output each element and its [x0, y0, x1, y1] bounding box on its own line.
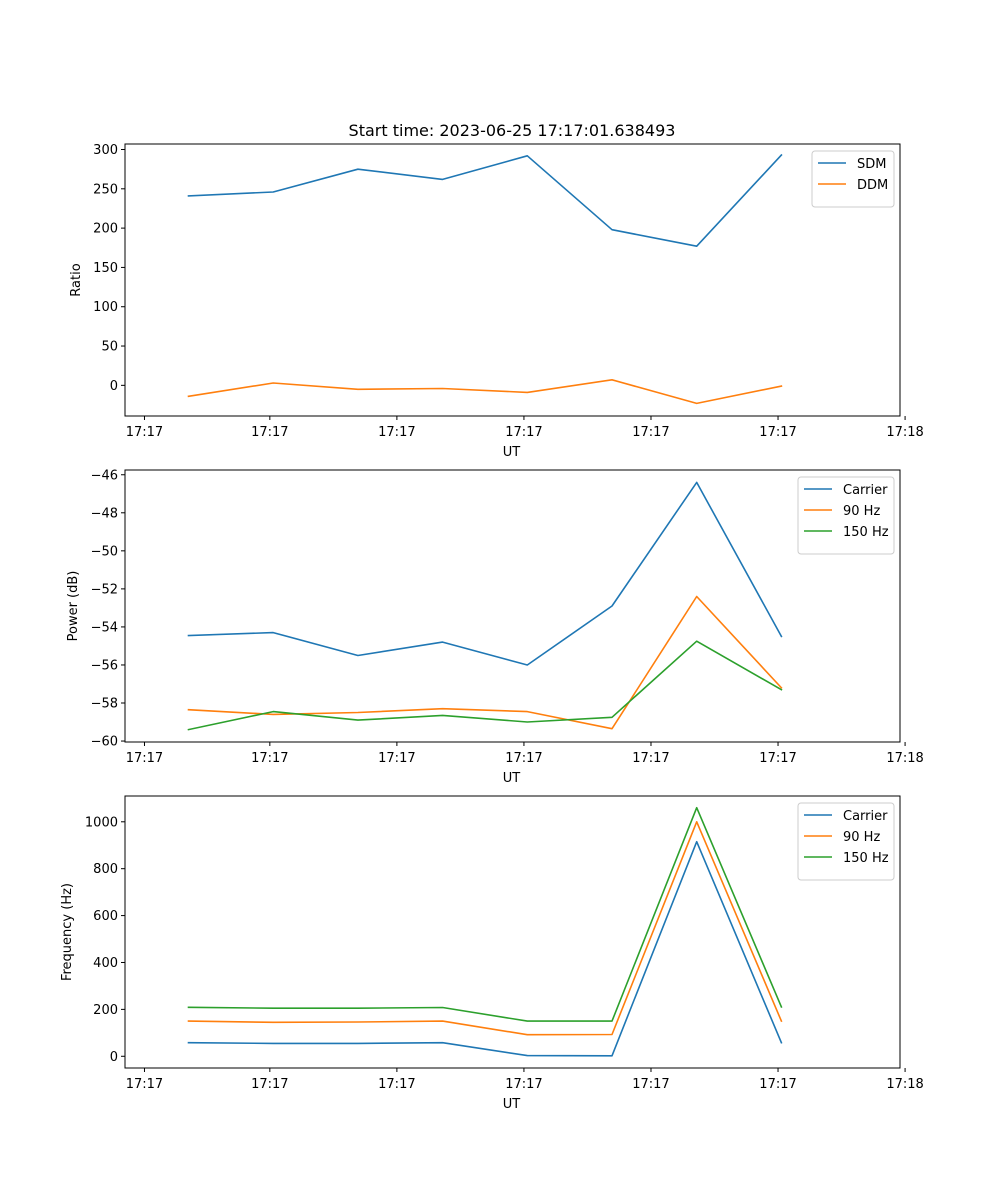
legend: SDM DDM	[811, 150, 895, 208]
y-tick-label: −50	[91, 544, 118, 559]
x-tick-label: 17:17	[632, 1077, 669, 1092]
y-axis-label: Ratio	[69, 263, 84, 296]
series-line-carrier	[187, 840, 783, 1057]
x-tick-label: 17:18	[886, 1077, 923, 1092]
x-tick-label: 17:17	[632, 425, 669, 440]
x-tick-label: 17:17	[251, 425, 288, 440]
chart-panel-1: 17:17 17:17 17:17 17:17 17:17 17:17 17:18 0 50 10…	[69, 143, 924, 460]
chart-panel-2: 17:17 17:17 17:17 17:17 17:17 17:17 17:18 −60 −5…	[66, 468, 924, 786]
y-tick-label: 100	[93, 300, 118, 315]
x-axis-label: UT	[503, 445, 521, 460]
series-line-90-hz	[187, 820, 783, 1036]
legend-label: SDM	[857, 157, 886, 172]
y-tick-label: 800	[93, 862, 118, 877]
y-tick-label: 600	[93, 909, 118, 924]
legend-box	[811, 150, 895, 208]
x-tick-label: 17:17	[126, 751, 163, 766]
y-tick-label: 150	[93, 261, 118, 276]
panels: 17:17 17:17 17:17 17:17 17:17 17:17 17:18 0 50 10…	[60, 143, 924, 1112]
chart-panel-3: 17:17 17:17 17:17 17:17 17:17 17:17 17:18 0 200 4…	[60, 795, 924, 1112]
x-tick-label: 17:17	[505, 425, 542, 440]
y-tick-label: 0	[110, 379, 118, 394]
series-line-150-hz	[187, 806, 783, 1022]
x-tick-label: 17:18	[886, 425, 923, 440]
x-tick-label: 17:17	[251, 751, 288, 766]
x-tick-label: 17:17	[632, 751, 669, 766]
legend: Carrier 90 Hz 150 Hz	[797, 802, 895, 881]
y-tick-label: −58	[91, 697, 118, 712]
legend-label: Carrier	[843, 483, 888, 498]
x-tick-label: 17:17	[126, 1077, 163, 1092]
y-axis-label: Power (dB)	[66, 571, 81, 642]
y-tick-label: 300	[93, 143, 118, 158]
y-tick-label: 250	[93, 182, 118, 197]
series-line-90-hz	[187, 595, 783, 730]
y-tick-label: −60	[91, 735, 118, 750]
legend-label: 150 Hz	[843, 851, 889, 866]
x-tick-label: 17:17	[505, 751, 542, 766]
x-axis-label: UT	[503, 771, 521, 786]
legend: Carrier 90 Hz 150 Hz	[797, 476, 895, 555]
x-tick-label: 17:17	[759, 1077, 796, 1092]
axes-frame	[124, 469, 901, 743]
series-line-sdm	[187, 153, 783, 247]
axes-frame	[124, 795, 901, 1069]
y-tick-label: 50	[101, 340, 118, 355]
x-tick-label: 17:18	[886, 751, 923, 766]
series-line-150-hz	[187, 640, 783, 731]
legend-label: 150 Hz	[843, 525, 889, 540]
y-tick-label: −52	[91, 582, 118, 597]
y-tick-label: −54	[91, 620, 118, 635]
y-tick-label: −48	[91, 506, 118, 521]
x-tick-label: 17:17	[251, 1077, 288, 1092]
series-line-ddm	[187, 378, 783, 405]
y-tick-label: 200	[93, 222, 118, 237]
x-tick-label: 17:17	[759, 751, 796, 766]
legend-box	[797, 476, 895, 555]
x-tick-label: 17:17	[378, 751, 415, 766]
y-tick-label: 200	[93, 1003, 118, 1018]
legend-label: DDM	[857, 178, 888, 193]
y-tick-label: −56	[91, 658, 118, 673]
x-tick-label: 17:17	[759, 425, 796, 440]
series-line-carrier	[187, 481, 783, 666]
x-tick-label: 17:17	[126, 425, 163, 440]
x-tick-label: 17:17	[378, 425, 415, 440]
axes-frame	[124, 143, 901, 417]
figure-title: Start time: 2023-06-25 17:17:01.638493	[349, 121, 676, 140]
x-tick-label: 17:17	[505, 1077, 542, 1092]
x-axis-label: UT	[503, 1097, 521, 1112]
legend-label: 90 Hz	[843, 830, 880, 845]
legend-box	[797, 802, 895, 881]
y-axis-label: Frequency (Hz)	[60, 883, 75, 981]
y-tick-label: 1000	[85, 815, 118, 830]
y-tick-label: 400	[93, 956, 118, 971]
y-tick-label: −46	[91, 468, 118, 483]
legend-label: 90 Hz	[843, 504, 880, 519]
y-tick-label: 0	[110, 1050, 118, 1065]
legend-label: Carrier	[843, 809, 888, 824]
x-tick-label: 17:17	[378, 1077, 415, 1092]
